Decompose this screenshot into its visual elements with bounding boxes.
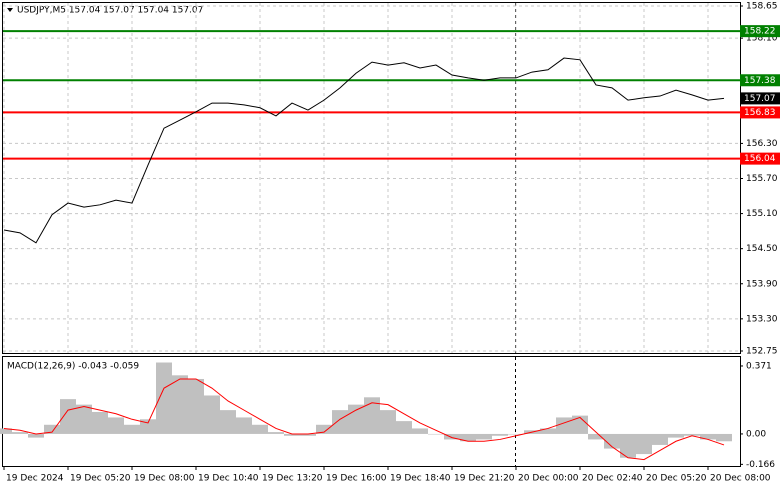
macd-bar	[700, 433, 716, 440]
level-label-bg	[740, 106, 780, 119]
macd-title: MACD(12,26,9) -0.043 -0.059	[7, 362, 139, 372]
y-tick-label: 153.30	[746, 314, 778, 324]
macd-bar	[604, 433, 620, 449]
price-line	[3, 57, 725, 244]
y-tick-label: 0.371	[746, 361, 772, 371]
macd-bar	[172, 375, 188, 434]
macd-bar	[492, 433, 508, 436]
macd-bar	[364, 397, 380, 434]
x-tick-label: 20 Dec 00:00	[518, 474, 579, 484]
y-tick-label: 158.65	[746, 2, 778, 12]
x-tick-label: 19 Dec 21:20	[454, 474, 515, 484]
macd-bar	[668, 433, 684, 438]
last-price-bg	[740, 92, 780, 105]
level-label: 157.38	[744, 76, 776, 86]
macd-bar	[268, 432, 284, 434]
macd-bar	[236, 417, 252, 434]
macd-bar	[28, 433, 44, 438]
macd-bar	[300, 433, 316, 436]
macd-bar	[220, 410, 236, 434]
macd-bar	[476, 433, 492, 440]
level-label-bg	[740, 74, 780, 87]
level-label-bg	[740, 152, 780, 165]
macd-bar	[428, 433, 444, 435]
x-tick-label: 19 Dec 08:00	[134, 474, 195, 484]
macd-bar	[444, 433, 460, 440]
x-tick-label: 19 Dec 13:20	[262, 474, 323, 484]
x-tick-label: 19 Dec 16:00	[326, 474, 387, 484]
macd-bar	[188, 378, 204, 434]
macd-bar	[460, 433, 476, 442]
macd-bar	[540, 428, 556, 434]
y-tick-label: 152.75	[746, 347, 778, 357]
macd-bar	[140, 419, 156, 434]
macd-bar	[12, 432, 28, 434]
macd-bar	[572, 415, 588, 434]
y-tick-label: 154.50	[746, 244, 778, 254]
y-tick-label: 155.70	[746, 174, 778, 184]
macd-bar	[348, 404, 364, 434]
macd-bar	[652, 433, 668, 445]
macd-bar	[60, 399, 76, 434]
y-tick-label: 155.10	[746, 209, 778, 219]
macd-bar	[252, 424, 268, 434]
macd-bar	[76, 404, 92, 434]
level-label-bg	[740, 25, 780, 38]
macd-bar	[44, 424, 60, 434]
x-tick-label: 20 Dec 05:20	[646, 474, 707, 484]
macd-bar	[316, 424, 332, 434]
macd-bar	[636, 433, 652, 455]
y-tick-label: 153.90	[746, 279, 778, 289]
last-price-label: 157.07	[744, 94, 776, 104]
macd-bar	[204, 395, 220, 434]
x-tick-label: 19 Dec 10:40	[198, 474, 259, 484]
y-tick-label: 158.10	[746, 34, 778, 44]
macd-bar	[108, 417, 124, 434]
level-label: 156.04	[744, 154, 776, 164]
macd-bar	[380, 410, 396, 434]
macd-bar	[684, 433, 700, 436]
x-tick-label: 19 Dec 18:40	[390, 474, 451, 484]
macd-bar	[620, 433, 636, 458]
macd-bar	[156, 362, 172, 434]
macd-bar	[92, 411, 108, 434]
macd-bar	[556, 417, 572, 434]
x-tick-label: 19 Dec 05:20	[70, 474, 131, 484]
chart-title: USDJPY,M5 157.04 157.07 157.04 157.07	[17, 6, 203, 16]
macd-bar	[716, 433, 732, 442]
level-label: 158.22	[744, 27, 776, 37]
x-tick-label: 19 Dec 2024	[6, 474, 64, 484]
y-tick-label: -0.166	[746, 460, 775, 470]
macd-bar	[508, 433, 524, 435]
y-tick-label: 0.00	[746, 429, 766, 439]
macd-frame	[2, 356, 741, 467]
macd-bar	[396, 421, 412, 434]
x-tick-label: 20 Dec 02:40	[582, 474, 643, 484]
macd-bar	[284, 433, 300, 436]
macd-bar	[588, 433, 604, 440]
signal-line	[3, 378, 725, 461]
macd-bar	[0, 428, 12, 434]
y-tick-label: 156.30	[746, 139, 778, 149]
x-tick-label: 20 Dec 08:00	[710, 474, 771, 484]
menu-icon	[7, 8, 13, 12]
level-label: 156.83	[744, 108, 776, 118]
macd-bar	[412, 428, 428, 434]
macd-bar	[332, 410, 348, 434]
macd-bar	[124, 424, 140, 434]
